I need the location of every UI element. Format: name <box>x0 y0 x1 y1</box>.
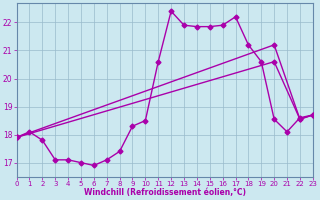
X-axis label: Windchill (Refroidissement éolien,°C): Windchill (Refroidissement éolien,°C) <box>84 188 246 197</box>
